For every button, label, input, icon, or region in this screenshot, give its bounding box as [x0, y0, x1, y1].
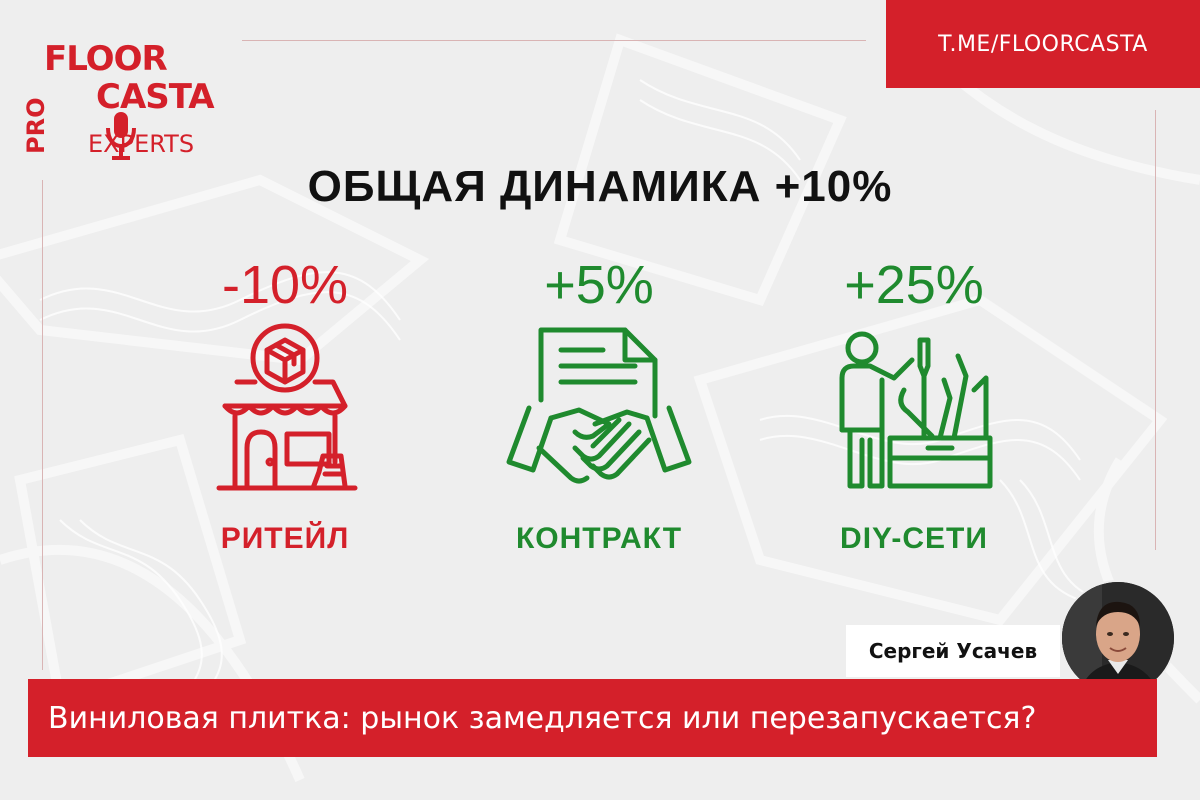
author-photo	[1062, 582, 1174, 694]
footer-title-bar: Виниловая плитка: рынок замедляется или …	[28, 679, 1157, 757]
segment-label: КОНТРАКТ	[515, 522, 683, 555]
headline: ОБЩАЯ ДИНАМИКА +10%	[307, 162, 893, 211]
segment-percent: +25%	[844, 255, 984, 315]
frame-line-left	[42, 180, 43, 670]
channel-link-text[interactable]: T.ME/FLOORCASTA	[938, 31, 1148, 57]
segment-label: DIY-СЕТИ	[840, 522, 988, 555]
frame-line-right	[1155, 110, 1156, 550]
logo-experts-text: EXPERTS	[88, 130, 195, 158]
frame-line-top	[242, 40, 866, 41]
author-name-tag: Сергей Усачев	[846, 625, 1060, 677]
segment-retail: -10% РИТЕЙЛ	[135, 250, 435, 556]
diy-tools-icon	[839, 331, 993, 489]
segment-percent: +5%	[544, 255, 654, 315]
store-icon	[216, 323, 358, 491]
handshake-contract-icon	[506, 327, 692, 484]
segment-contract: +5% КОНТРАКТ	[449, 250, 749, 556]
logo-casta-text: CASTA	[96, 77, 215, 117]
segment-percent: -10%	[221, 255, 349, 315]
footer-title: Виниловая плитка: рынок замедляется или …	[48, 700, 1037, 736]
logo-pro-text: PRO	[22, 97, 50, 154]
segment-label: РИТЕЙЛ	[220, 522, 350, 555]
microphone-icon	[106, 112, 136, 160]
author-name: Сергей Усачев	[868, 639, 1038, 663]
segment-diy: +25% DIY-СЕТИ	[764, 250, 1064, 556]
floorcasta-logo: FLOOR CASTA EXPERTS PRO	[22, 36, 230, 166]
logo-floor-text: FLOOR	[44, 39, 168, 79]
channel-link-badge[interactable]: T.ME/FLOORCASTA	[886, 0, 1200, 88]
